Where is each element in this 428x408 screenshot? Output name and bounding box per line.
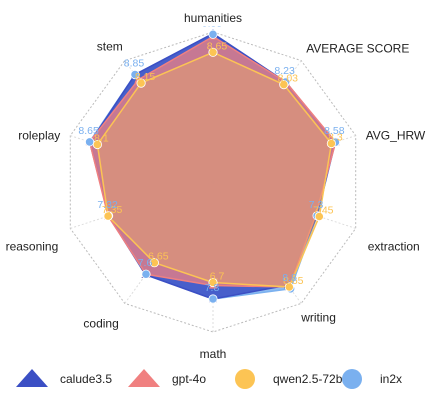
value-label-in2x-stem: 8.85 <box>124 58 145 70</box>
legend-item-qwen2.5-72b[interactable]: qwen2.5-72b <box>235 369 343 389</box>
axis-label-bg <box>363 127 428 144</box>
legend-item-calude3.5[interactable]: calude3.5 <box>16 369 112 387</box>
axis-label-stem: stem <box>97 40 123 54</box>
value-label-qwen2.5-72b-AVG_HRW: 8.3 <box>328 132 343 144</box>
axis-label-bg <box>365 238 422 255</box>
legend-item-in2x[interactable]: in2x <box>342 369 402 389</box>
axis-label-bg <box>94 38 125 55</box>
marker-in2x-coding <box>141 269 151 279</box>
value-label-qwen2.5-72b-stem: 8.15 <box>135 71 156 83</box>
marker-in2x-humanities <box>208 29 218 39</box>
axis-label-bg <box>298 309 338 326</box>
axis-label-bg <box>197 346 229 362</box>
legend-swatch-calude3.5 <box>16 369 48 387</box>
value-label-in2x-reasoning: 7.32 <box>97 199 118 211</box>
legend-item-gpt-4o[interactable]: gpt-4o <box>128 369 206 387</box>
axis-label-avg-hrw: AVG_HRW <box>366 129 426 143</box>
marker-in2x-stem <box>130 70 140 80</box>
value-labels: 8.658.038.37.458.656.76.657.358.18.159.8… <box>78 17 344 294</box>
grid-ring <box>69 31 357 333</box>
axis-label-roleplay: roleplay <box>18 129 60 143</box>
marker-in2x-math <box>208 294 218 304</box>
marker-qwen2.5-72b-extraction <box>314 211 324 222</box>
value-label-qwen2.5-72b-extraction: 7.45 <box>313 205 334 217</box>
marker-qwen2.5-72b-AVERAGE SCORE <box>279 80 289 90</box>
value-label-qwen2.5-72b-AVERAGE SCORE: 8.03 <box>278 73 299 85</box>
value-label-qwen2.5-72b-coding: 6.65 <box>148 251 169 263</box>
series-areas <box>88 32 337 300</box>
axis-label-coding: coding <box>83 316 118 330</box>
legend[interactable]: calude3.5 gpt-4o qwen2.5-72b in2x <box>16 369 402 389</box>
value-label-in2x-coding: 7.6 <box>138 257 153 269</box>
axis-label-bg <box>16 127 63 144</box>
value-label-in2x-AVG_HRW: 8.58 <box>324 125 345 137</box>
value-label-qwen2.5-72b-math: 6.7 <box>210 271 225 283</box>
value-label-in2x-writing: 8.8 <box>282 272 297 284</box>
axis-label-extraction: extraction <box>368 239 420 253</box>
legend-label-gpt-4o: gpt-4o <box>172 372 206 386</box>
axis-label-bg <box>304 40 412 57</box>
value-label-in2x-math: 7.8 <box>205 282 220 294</box>
axis-label-writing: writing <box>300 310 336 324</box>
marker-qwen2.5-72b-roleplay <box>92 139 103 150</box>
axis-label-bg <box>181 10 245 26</box>
marker-qwen2.5-72b-coding <box>149 258 159 268</box>
series-markers <box>85 29 340 304</box>
axis-label-average-score: AVERAGE SCORE <box>306 42 409 56</box>
axis-label-math: math <box>200 347 227 361</box>
marker-qwen2.5-72b-math <box>208 277 218 288</box>
value-label-qwen2.5-72b-roleplay: 8.1 <box>94 133 109 145</box>
value-label-in2x-AVERAGE SCORE: 8.23 <box>274 65 295 77</box>
marker-qwen2.5-72b-humanities <box>208 47 218 57</box>
axis-label-reasoning: reasoning <box>6 239 59 253</box>
axis-label-bg <box>81 315 121 332</box>
legend-swatch-qwen2.5-72b <box>235 369 255 389</box>
axis-label-humanities: humanities <box>184 11 242 25</box>
marker-qwen2.5-72b-reasoning <box>103 211 113 221</box>
value-label-in2x-extraction: 7.3 <box>309 199 324 211</box>
value-label-qwen2.5-72b-humanities: 8.65 <box>207 40 228 52</box>
legend-label-in2x: in2x <box>380 372 402 386</box>
axis-label-bg <box>3 238 61 255</box>
value-label-qwen2.5-72b-writing: 8.65 <box>283 275 304 287</box>
legend-swatch-gpt-4o <box>128 369 160 387</box>
axis-labels: humanities AVERAGE SCORE AVG_HRW extraction… <box>3 10 428 362</box>
legend-label-calude3.5: calude3.5 <box>60 372 112 386</box>
marker-in2x-roleplay <box>85 137 95 147</box>
marker-qwen2.5-72b-stem <box>136 78 146 88</box>
value-label-qwen2.5-72b-reasoning: 7.35 <box>102 204 123 216</box>
value-label-in2x-roleplay: 8.65 <box>78 125 99 137</box>
marker-qwen2.5-72b-writing <box>284 282 294 292</box>
legend-swatch-in2x <box>342 369 362 389</box>
marker-qwen2.5-72b-AVG_HRW <box>326 138 336 149</box>
legend-label-qwen2.5-72b: qwen2.5-72b <box>273 372 343 386</box>
